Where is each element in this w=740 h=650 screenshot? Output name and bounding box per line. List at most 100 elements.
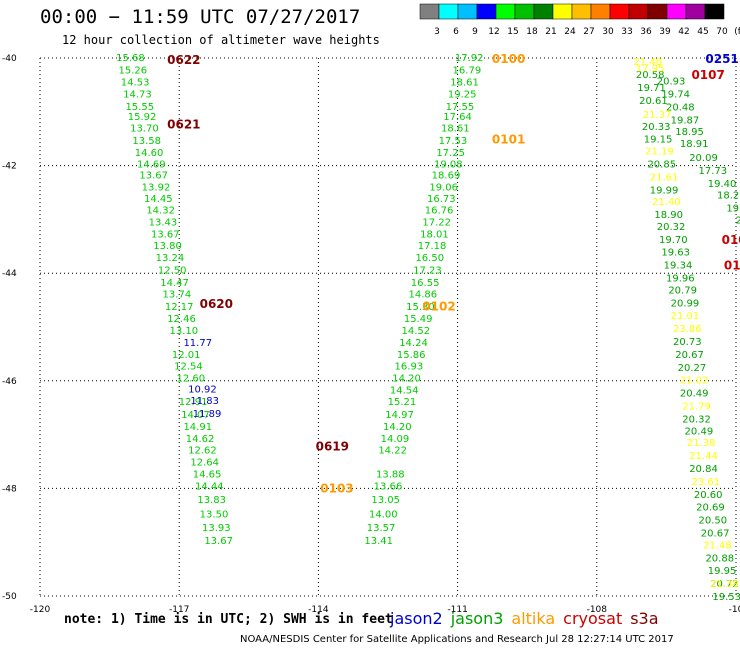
wave-height-point: 14.00 (369, 510, 398, 521)
pass-number-label: 0106 (724, 259, 740, 273)
wave-height-point: 20.61 (639, 96, 668, 107)
wave-height-point: 15.49 (404, 314, 433, 325)
color-scale-label: 21 (545, 27, 556, 37)
pass-number-label: 0621 (167, 118, 200, 132)
wave-height-point: 21.61 (650, 172, 679, 183)
wave-height-point: 20.32 (682, 414, 711, 425)
wave-height-point: 19.99 (650, 185, 679, 196)
y-tick-label: -48 (2, 484, 17, 494)
color-scale-label: 33 (621, 27, 632, 37)
wave-height-point: 13.24 (156, 253, 185, 264)
wave-height-point: 14.20 (392, 374, 421, 385)
wave-height-point: 12.64 (190, 458, 219, 469)
wave-height-point: 14.62 (186, 434, 215, 445)
pass-number-label: 0100 (492, 52, 525, 66)
wave-height-point: 20.99 (671, 298, 700, 309)
wave-height-point: 20.67 (701, 529, 730, 540)
color-scale-label: 24 (564, 27, 576, 37)
wave-height-point: 20.49 (685, 426, 714, 437)
wave-height-point: 13.93 (202, 523, 231, 534)
wave-height-point: 12.50 (158, 265, 187, 276)
wave-height-point: 11.77 (183, 338, 212, 349)
wave-height-point: 14.24 (399, 338, 428, 349)
pass-number-label: 0107 (691, 68, 724, 82)
y-tick-label: -40 (2, 54, 17, 64)
color-scale-label: 39 (659, 27, 671, 37)
color-scale-label: 15 (507, 27, 518, 37)
color-swatch (552, 3, 573, 20)
color-scale-label: 12 (488, 27, 499, 37)
wave-height-point: 21.37 (643, 110, 672, 121)
wave-height-point: 13.80 (153, 241, 182, 252)
wave-height-point: 14.32 (146, 206, 175, 217)
wave-height-point: 14.22 (378, 446, 407, 457)
wave-height-point: 16.50 (415, 253, 444, 264)
credit-line: NOAA/NESDIS Center for Satellite Applica… (240, 634, 674, 645)
color-swatch (628, 3, 649, 20)
color-scale-label: 6 (453, 27, 459, 37)
satellite-legend-item: s3a (630, 609, 659, 628)
wave-height-point: 18.90 (654, 210, 683, 221)
wave-height-point: 21.44 (689, 451, 718, 462)
color-scale-label: 42 (678, 27, 689, 37)
wave-height-point: 14.54 (390, 385, 419, 396)
wave-height-point: 19.25 (448, 90, 477, 101)
wave-height-point: 16.79 (453, 65, 482, 76)
wave-height-point: 19.74 (661, 90, 690, 101)
color-swatch (495, 3, 516, 20)
color-swatch (647, 3, 668, 20)
pass-number-label: 0619 (316, 439, 349, 453)
wave-height-point: 14.44 (195, 482, 224, 493)
wave-height-point: 20.73 (673, 337, 702, 348)
wave-height-point: 14.09 (381, 434, 410, 445)
color-scale-label: 30 (602, 27, 614, 37)
y-tick-label: -44 (2, 269, 17, 279)
wave-height-point: 13.10 (170, 326, 199, 337)
wave-height-point: 13.66 (374, 482, 403, 493)
wave-height-point: 18.91 (680, 139, 709, 150)
wave-height-point: 16.93 (395, 362, 424, 373)
wave-height-point: 13.67 (204, 536, 233, 547)
footnote: note: 1) Time is in UTC; 2) SWH is in fe… (64, 612, 393, 627)
wave-height-point: 21.40 (652, 197, 681, 208)
wave-height-point: 14.65 (193, 469, 222, 480)
y-tick-label: -46 (2, 377, 17, 387)
wave-height-point: 12.60 (176, 374, 205, 385)
wave-height-point: 16.73 (427, 194, 456, 205)
wave-height-point: 12.46 (167, 314, 196, 325)
color-scale-label: 9 (472, 27, 478, 37)
wave-height-point: 21.02 (680, 376, 709, 387)
wave-height-point: 23.86 (673, 324, 702, 335)
wave-height-point: 17.64 (443, 112, 472, 123)
wave-height-point: 13.41 (364, 536, 393, 547)
wave-height-point: 10.92 (188, 384, 217, 395)
wave-height-point: 13.57 (367, 523, 396, 534)
pass-number-label: 0620 (200, 297, 233, 311)
wave-height-point: 15.26 (118, 65, 147, 76)
color-swatch (590, 3, 611, 20)
wave-height-point: 13.88 (376, 469, 405, 480)
wave-height-point: 19.71 (637, 83, 666, 94)
wave-height-point: 15.55 (125, 102, 154, 113)
wave-height-point: 17.73 (698, 166, 727, 177)
wave-height-point: 13.43 (149, 218, 178, 229)
wave-height-point: 19.06 (429, 183, 458, 194)
wave-height-point: 18.01 (420, 229, 449, 240)
wave-height-point: 15.30 (406, 302, 435, 313)
wave-height-point: 18.29 (717, 191, 740, 202)
wave-height-point: 20.88 (705, 553, 734, 564)
wave-height-point: 20.33 (642, 122, 671, 133)
x-tick-label: -120 (30, 605, 51, 615)
wave-height-point: 15.86 (397, 350, 426, 361)
wave-height-point: 14.20 (383, 422, 412, 433)
wave-height-point: 18.61 (450, 78, 479, 89)
satellite-legend-item: altika (511, 609, 556, 628)
wave-height-point: 21.38 (687, 438, 716, 449)
wave-height-point: 14.52 (402, 326, 431, 337)
wave-height-point: 19.08 (434, 159, 463, 170)
wave-height-point: 19.40 (708, 179, 737, 190)
wave-height-point: 13.50 (200, 510, 229, 521)
wave-height-point: 12.17 (165, 302, 194, 313)
wave-height-point: 11.89 (193, 409, 222, 420)
